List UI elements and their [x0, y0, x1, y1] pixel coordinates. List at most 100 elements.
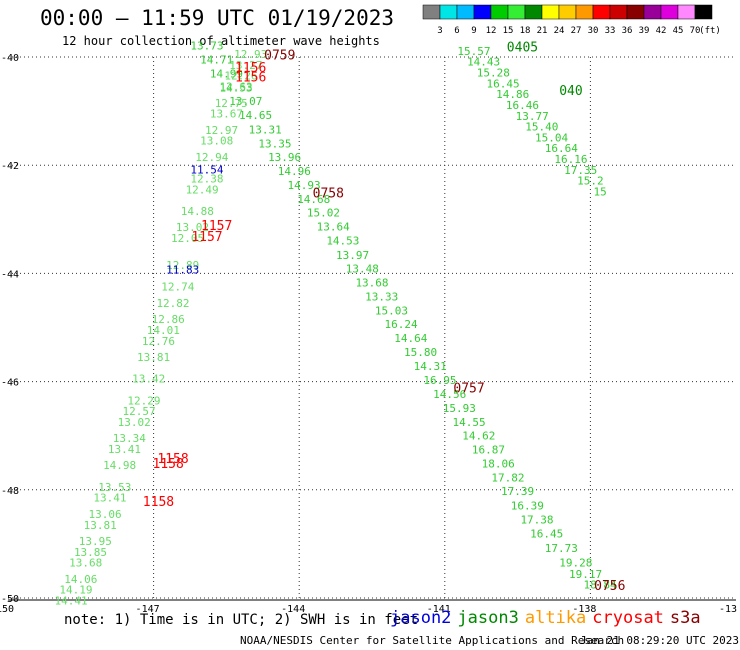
y-tick-label: -42 [1, 161, 19, 172]
wave-height-value: 18.84 [584, 578, 617, 591]
x-tick-label: -13 [719, 604, 737, 615]
y-tick-label: -46 [1, 378, 19, 389]
wave-height-value: 15.03 [375, 305, 408, 318]
timestamp: Jan 21 08:29:20 UTC 2023 [580, 634, 739, 647]
wave-height-value: 16.46 [506, 99, 539, 112]
wave-height-value: 12.05 [171, 232, 204, 245]
wave-height-value: 13.06 [89, 508, 122, 521]
credit-line: NOAA/NESDIS Center for Satellite Applica… [240, 634, 625, 647]
wave-height-value: 15.57 [457, 45, 490, 58]
color-scale-label: 33 [605, 26, 616, 36]
x-tick-label: -147 [136, 604, 160, 615]
wave-height-value: 15.02 [307, 207, 340, 220]
wave-height-value: 12.74 [161, 281, 194, 294]
wave-height-value: 11.83 [166, 263, 199, 276]
wave-height-value: 13.33 [365, 290, 398, 303]
wave-height-value: 13.85 [74, 546, 107, 559]
wave-height-value: 14.96 [278, 165, 311, 178]
wave-height-value: 13.02 [118, 416, 151, 429]
color-scale-label: 3 [437, 26, 442, 36]
color-scale-unit: (ft) [699, 26, 721, 36]
wave-height-value: 15.04 [535, 131, 568, 144]
wave-height-value: 14.01 [147, 324, 180, 337]
pass-time-label: 040 [559, 84, 582, 99]
wave-height-value: 13.53 [98, 481, 131, 494]
x-tick-label: -138 [572, 604, 596, 615]
pass-time-label: 1158 [143, 495, 174, 510]
wave-height-value: 14.65 [239, 109, 272, 122]
wave-height-value: 13.34 [113, 432, 146, 445]
color-scale-label: 6 [454, 26, 459, 36]
y-tick-label: -44 [1, 269, 19, 280]
wave-height-value: 13.27 [229, 59, 262, 72]
satellite-legend: jason2 jason3 altika cryosat s3a [390, 608, 707, 628]
wave-height-value: 14.98 [103, 459, 136, 472]
y-tick-label: -48 [1, 486, 19, 497]
x-tick-label: -144 [281, 604, 305, 615]
color-scale-label: 15 [503, 26, 514, 36]
wave-height-value: 14.68 [297, 193, 330, 206]
pass-time-label: 0759 [264, 49, 295, 64]
wave-height-value: 13.97 [336, 249, 369, 262]
pass-time-label: 0756 [594, 579, 625, 594]
wave-height-value: 13.42 [132, 373, 165, 386]
wave-height-value: 17.39 [501, 485, 534, 498]
color-scale-label: 12 [486, 26, 497, 36]
color-scale-label: 18 [520, 26, 531, 36]
wave-height-value: 13.08 [200, 135, 233, 148]
wave-height-value: 16.87 [472, 444, 505, 457]
wave-height-value: 12.63 [220, 81, 253, 94]
wave-height-value: 14.06 [64, 573, 97, 586]
wave-height-value: 19.28 [559, 557, 592, 570]
wave-height-value: 11.54 [190, 163, 223, 176]
wave-height-value: 14.43 [467, 56, 500, 69]
color-scale-label: 42 [656, 26, 667, 36]
wave-height-value: 13.68 [69, 557, 102, 570]
pass-time-label: 1158 [157, 452, 188, 467]
wave-height-value: 13.64 [317, 221, 350, 234]
wave-height-value: 13.67 [210, 108, 243, 121]
pass-time-label: 0757 [453, 381, 484, 396]
color-scale-label: 70 [690, 26, 701, 36]
wave-height-value: 12.57 [122, 405, 155, 418]
wave-height-value: 12.82 [156, 297, 189, 310]
wave-height-value: 14.53 [220, 82, 253, 95]
pass-time-label: 1157 [201, 219, 232, 234]
pass-time-label: 0405 [507, 41, 538, 56]
wave-height-value: 12.93 [234, 48, 267, 61]
wave-height-value: 13.31 [249, 123, 282, 136]
wave-height-value: 13.48 [346, 262, 379, 275]
color-scale-bar: 3 6 9 12 15 18 21 24 27 30 33 36 39 42 45 70(ft) [422, 4, 721, 36]
legend-jason3: jason3 [457, 608, 519, 628]
color-scale-label: 21 [537, 26, 548, 36]
pass-time-label: 1158 [153, 457, 184, 472]
footer-note: note: 1) Time is in UTC; 2) SWH is in fe… [64, 612, 419, 628]
wave-height-value: 16.16 [554, 153, 587, 166]
wave-height-value: 12.75 [215, 97, 248, 110]
wave-height-value: 16.64 [545, 142, 578, 155]
wave-height-value: 17.35 [564, 164, 597, 177]
legend-altika: altika [524, 608, 587, 628]
x-tick-label: -141 [427, 604, 451, 615]
x-tick-label: -150 [0, 604, 14, 615]
color-scale-label: 36 [622, 26, 633, 36]
wave-height-value: 14.88 [181, 205, 214, 218]
legend-jason2: jason2 [390, 608, 452, 628]
wave-height-value: 12.26 [224, 70, 257, 83]
wave-height-value: 13.07 [229, 95, 262, 108]
wave-height-value: 15.93 [443, 402, 476, 415]
wave-height-value: 14.56 [433, 388, 466, 401]
pass-time-label: 1156 [235, 61, 266, 76]
wave-height-value: 12.38 [190, 173, 223, 186]
wave-height-value: 14.86 [496, 88, 529, 101]
wave-height-value: 16.45 [530, 527, 563, 540]
wave-height-value: 16.95 [423, 374, 456, 387]
wave-height-value: 15.40 [525, 121, 558, 134]
wave-height-value: 12.86 [152, 313, 185, 326]
wave-height-value: 14.93 [287, 179, 320, 192]
wave-height-value: 13.95 [79, 535, 112, 548]
wave-height-value: 13.35 [258, 137, 291, 150]
wave-height-value: 16.24 [385, 318, 418, 331]
color-scale-label: 9 [471, 26, 476, 36]
wave-height-value: 12.76 [142, 335, 175, 348]
